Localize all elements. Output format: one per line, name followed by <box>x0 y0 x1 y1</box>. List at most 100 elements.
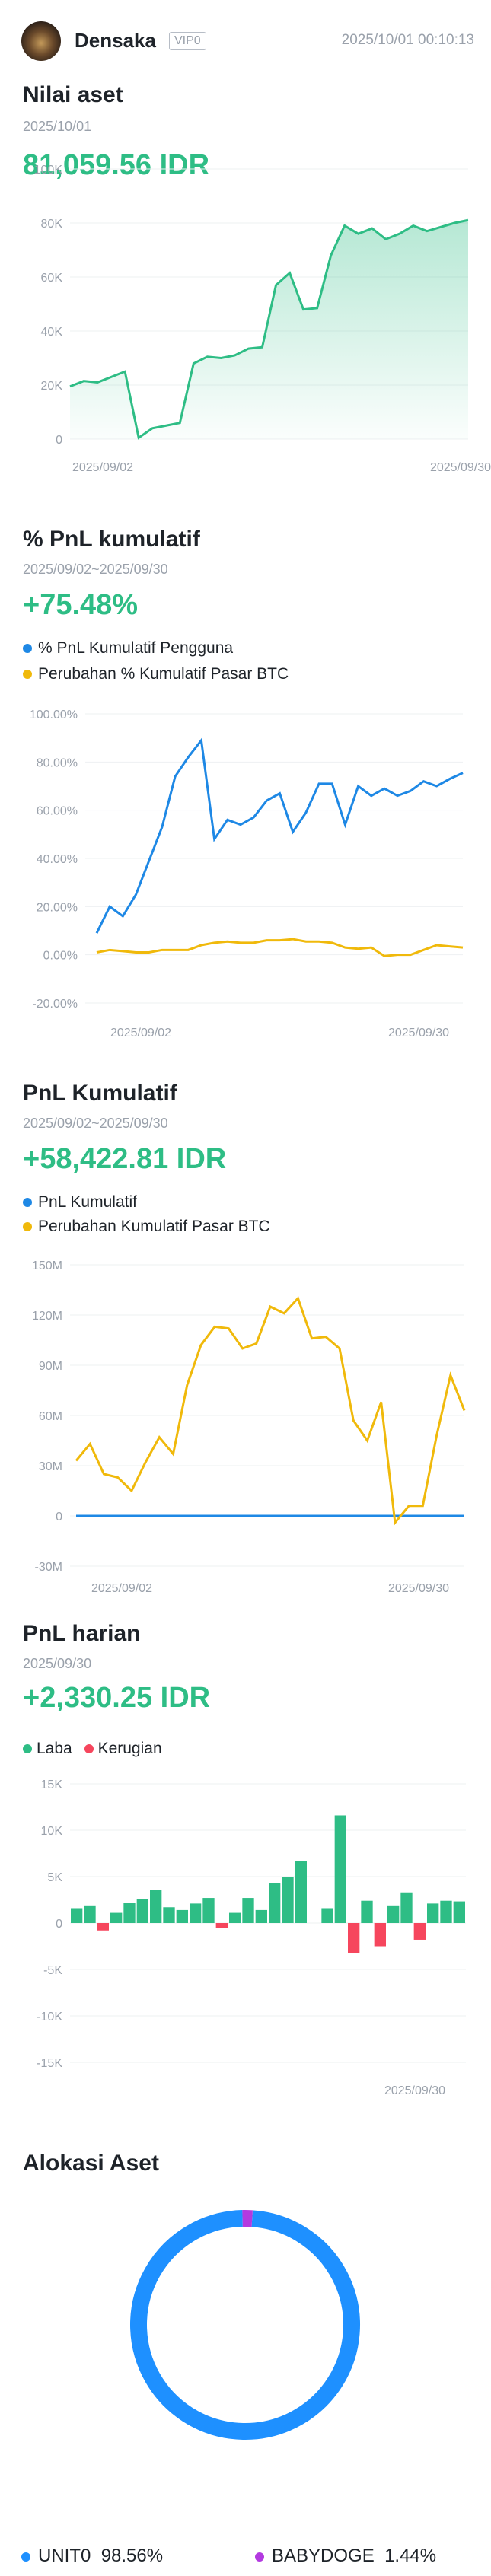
bar <box>282 1877 294 1923</box>
bar <box>150 1890 162 1923</box>
alloc-pct: 1.44% <box>384 2546 437 2566</box>
y-tick-label: 20K <box>41 380 63 393</box>
daily-legend: Laba Kerugian <box>23 1740 162 1758</box>
bar <box>190 1903 202 1923</box>
bar <box>215 1923 228 1928</box>
x-tick-label: 2025/09/30 <box>430 461 491 474</box>
alloc-name: UNIT0 <box>38 2546 91 2566</box>
pnl-pct-chart[interactable]: 100.00% 80.00% 60.00% 40.00% 20.00% 0.00% -20.… <box>0 700 491 1043</box>
y-tick-label: 80K <box>41 218 63 231</box>
series-line <box>96 938 464 957</box>
y-tick-label: 100.00% <box>30 708 78 721</box>
bar <box>110 1912 123 1923</box>
bar <box>374 1923 386 1947</box>
y-tick-label: 90M <box>39 1360 62 1373</box>
bar <box>229 1912 241 1923</box>
y-tick-label: 60.00% <box>37 805 78 818</box>
y-tick-label: -5K <box>43 1964 62 1977</box>
legend-label: % PnL Kumulatif Pengguna <box>38 639 234 657</box>
header: Densaka VIP0 2025/10/01 00:10:13 <box>0 0 491 84</box>
username[interactable]: Densaka <box>75 29 156 52</box>
daily-value: +2,330.25 IDR <box>23 1682 211 1714</box>
alloc-name: BABYDOGE <box>272 2546 375 2566</box>
y-tick-label: 0.00% <box>43 950 78 963</box>
alloc-pct: 98.56% <box>100 2546 164 2566</box>
legend-dot <box>23 644 32 654</box>
legend-dot <box>255 2552 264 2562</box>
x-tick-label: 2025/09/02 <box>72 461 133 474</box>
alloc-legend-unit0: UNIT0 98.56% <box>21 2546 163 2567</box>
legend-label: PnL Kumulatif <box>38 1193 137 1211</box>
bar <box>202 1898 215 1923</box>
pnl-idr-chart[interactable]: 150M 120M 90M 60M 30M 0 -30M 2025/09/02 2025/09/… <box>0 1256 491 1606</box>
asset-chart[interactable]: 100K 80K 60K 40K 20K 0 2025/09/02 2025/09/30 <box>0 160 491 495</box>
x-tick-label: 2025/09/02 <box>110 1027 171 1040</box>
avatar[interactable] <box>21 21 61 61</box>
x-tick-label: 2025/09/30 <box>384 2084 445 2097</box>
y-tick-label: 10K <box>41 1825 63 1838</box>
bar <box>255 1909 267 1923</box>
y-tick-label: 0 <box>56 434 62 447</box>
y-tick-label: 30M <box>39 1460 62 1473</box>
y-tick-label: -20.00% <box>32 998 78 1011</box>
alloc-chart[interactable] <box>0 2192 491 2496</box>
asset-title: Nilai aset <box>23 82 123 107</box>
legend-item-pnl: PnL Kumulatif <box>23 1193 137 1212</box>
y-tick-label: 20.00% <box>37 901 78 914</box>
daily-date: 2025/09/30 <box>23 1656 92 1671</box>
pnl-pct-range: 2025/09/02~2025/09/30 <box>23 562 168 577</box>
pnl-idr-value: +58,422.81 IDR <box>23 1143 227 1175</box>
y-tick-label: 120M <box>32 1310 62 1323</box>
y-tick-label: 100K <box>34 164 63 177</box>
bar <box>295 1861 307 1923</box>
y-tick-label: 40.00% <box>37 853 78 866</box>
pnl-idr-title: PnL Kumulatif <box>23 1081 177 1106</box>
y-tick-label: 80.00% <box>37 756 78 769</box>
donut-slice <box>130 2210 360 2440</box>
x-tick-label: 2025/09/30 <box>388 1027 449 1040</box>
daily-chart[interactable]: 15K 10K 5K 0 -5K -10K -15K 2025/09/30 <box>0 1773 491 2108</box>
y-tick-label: 40K <box>41 326 63 339</box>
bar <box>427 1903 439 1923</box>
bar <box>242 1898 254 1923</box>
legend-dot <box>21 2552 30 2562</box>
legend-dot <box>23 670 32 680</box>
daily-title: PnL harian <box>23 1621 141 1646</box>
asset-date: 2025/10/01 <box>23 119 92 134</box>
area-fill <box>70 220 468 439</box>
y-tick-label: 60K <box>41 272 63 285</box>
bar <box>440 1900 452 1923</box>
y-tick-label: -10K <box>37 2011 62 2024</box>
bar <box>176 1909 188 1923</box>
bar <box>321 1908 333 1923</box>
pnl-idr-range: 2025/09/02~2025/09/30 <box>23 1116 168 1131</box>
legend-dot <box>23 1198 32 1208</box>
y-tick-label: 150M <box>32 1259 62 1272</box>
asset-value: 81,059.56 IDR <box>23 149 210 181</box>
bar <box>453 1901 465 1923</box>
bar <box>123 1903 136 1923</box>
timestamp: 2025/10/01 00:10:13 <box>341 32 474 48</box>
legend-label: Perubahan % Kumulatif Pasar BTC <box>38 665 289 683</box>
bar <box>163 1907 175 1923</box>
alloc-legend-babydoge: BABYDOGE 1.44% <box>255 2546 436 2567</box>
pnl-pct-value: +75.48% <box>23 589 139 621</box>
legend-item-btc-pct: Perubahan % Kumulatif Pasar BTC <box>23 665 289 683</box>
legend-label: Kerugian <box>97 1740 162 1757</box>
legend-label: Perubahan Kumulatif Pasar BTC <box>38 1218 270 1235</box>
x-tick-label: 2025/09/30 <box>388 1582 449 1595</box>
y-tick-label: 5K <box>47 1871 62 1884</box>
y-tick-label: 60M <box>39 1410 62 1423</box>
y-tick-label: 15K <box>41 1778 63 1791</box>
pnl-pct-title: % PnL kumulatif <box>23 527 200 552</box>
y-tick-label: 0 <box>56 1511 62 1524</box>
alloc-title: Alokasi Aset <box>23 2151 159 2176</box>
legend-dot <box>23 1222 32 1232</box>
bar <box>269 1883 281 1923</box>
legend-dot <box>84 1744 94 1754</box>
bar <box>387 1905 400 1923</box>
legend-dot <box>23 1744 32 1754</box>
series-line <box>95 737 464 934</box>
legend-item-btc: Perubahan Kumulatif Pasar BTC <box>23 1218 270 1236</box>
bar <box>71 1908 83 1923</box>
